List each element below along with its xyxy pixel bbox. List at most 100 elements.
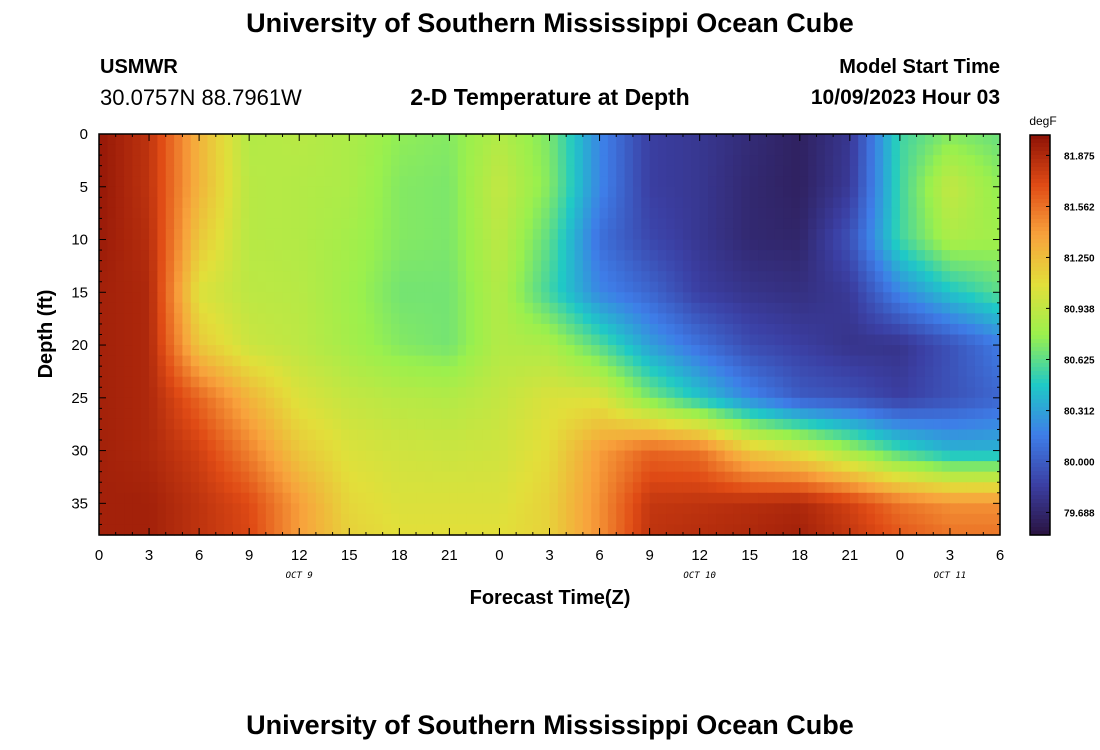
- heatmap-cell: [849, 334, 859, 346]
- heatmap-cell: [491, 376, 501, 388]
- heatmap-cell: [866, 408, 876, 420]
- heatmap-cell: [441, 397, 450, 409]
- heatmap-cell: [716, 302, 726, 314]
- heatmap-cell: [449, 197, 459, 209]
- heatmap-cell: [557, 461, 567, 473]
- heatmap-cell: [674, 450, 684, 462]
- heatmap-cell: [582, 302, 592, 314]
- heatmap-cell: [416, 418, 425, 431]
- colorbar-segment: [1030, 419, 1050, 424]
- heatmap-cell: [424, 228, 434, 241]
- heatmap-cell: [282, 429, 292, 441]
- heatmap-cell: [307, 250, 317, 262]
- heatmap-cell: [265, 440, 275, 452]
- heatmap-cell: [532, 345, 542, 357]
- heatmap-cell: [724, 397, 734, 409]
- heatmap-cell: [657, 418, 667, 431]
- heatmap-cell: [666, 292, 676, 304]
- heatmap-cell: [541, 429, 551, 441]
- heatmap-cell: [866, 176, 876, 188]
- heatmap-cell: [883, 271, 893, 283]
- heatmap-cell: [841, 482, 851, 494]
- heatmap-cell: [482, 144, 492, 156]
- heatmap-cell: [708, 355, 717, 367]
- heatmap-cell: [140, 471, 150, 483]
- heatmap-cell: [99, 323, 108, 336]
- heatmap-cell: [365, 313, 375, 325]
- heatmap-cell: [207, 144, 217, 156]
- heatmap-cell: [582, 461, 592, 473]
- heatmap-cell: [574, 418, 584, 431]
- heatmap-cell: [207, 482, 217, 494]
- heatmap-cell: [708, 440, 717, 452]
- heatmap-cell: [641, 197, 651, 209]
- heatmap-cell: [382, 292, 392, 304]
- heatmap-cell: [215, 471, 225, 483]
- heatmap-cell: [132, 418, 142, 431]
- heatmap-cell: [491, 397, 501, 409]
- heatmap-cell: [549, 134, 559, 146]
- heatmap-cell: [949, 228, 959, 241]
- heatmap-cell: [174, 218, 184, 230]
- heatmap-cell: [149, 524, 158, 536]
- heatmap-cell: [724, 197, 734, 209]
- heatmap-cell: [632, 302, 642, 314]
- heatmap-cell: [190, 513, 200, 526]
- heatmap-cell: [783, 355, 793, 367]
- heatmap-cell: [466, 207, 476, 220]
- heatmap-cell: [783, 440, 793, 452]
- heatmap-cell: [716, 207, 726, 220]
- heatmap-cell: [708, 418, 717, 431]
- heatmap-cell: [165, 281, 175, 293]
- heatmap-cell: [699, 271, 709, 283]
- heatmap-cell: [390, 260, 400, 272]
- heatmap-cell: [124, 250, 133, 262]
- heatmap-cell: [190, 408, 200, 420]
- heatmap-cell: [207, 292, 217, 304]
- heatmap-cell: [783, 250, 793, 262]
- heatmap-cell: [140, 345, 150, 357]
- heatmap-cell: [307, 471, 317, 483]
- heatmap-cell: [99, 155, 108, 167]
- heatmap-cell: [524, 366, 534, 378]
- heatmap-cell: [791, 260, 801, 272]
- heatmap-cell: [933, 250, 943, 262]
- heatmap-cell: [791, 397, 801, 409]
- heatmap-cell: [949, 492, 959, 504]
- heatmap-cell: [924, 250, 934, 262]
- heatmap-cell: [766, 144, 776, 156]
- heatmap-cell: [574, 503, 584, 515]
- heatmap-cell: [574, 218, 584, 230]
- heatmap-cell: [299, 260, 309, 272]
- heatmap-cell: [991, 197, 1001, 209]
- heatmap-cell: [599, 134, 609, 146]
- heatmap-cell: [215, 197, 225, 209]
- heatmap-cell: [165, 176, 175, 188]
- colorbar-segment: [1030, 359, 1050, 364]
- heatmap-cell: [607, 155, 617, 167]
- heatmap-cell: [290, 408, 300, 420]
- heatmap-cell: [733, 492, 742, 504]
- heatmap-cell: [232, 323, 242, 336]
- heatmap-cell: [616, 450, 626, 462]
- heatmap-cell: [432, 218, 442, 230]
- heatmap-cell: [449, 250, 459, 262]
- heatmap-cell: [491, 197, 501, 209]
- heatmap-cell: [516, 292, 526, 304]
- heatmap-cell: [290, 355, 300, 367]
- heatmap-cell: [282, 524, 292, 536]
- heatmap-cell: [632, 376, 642, 388]
- heatmap-cell: [791, 228, 801, 241]
- heatmap-cell: [474, 165, 484, 177]
- heatmap-cell: [257, 387, 267, 399]
- heatmap-cell: [340, 313, 350, 325]
- heatmap-cell: [140, 323, 150, 336]
- heatmap-cell: [365, 134, 375, 146]
- heatmap-cell: [666, 271, 676, 283]
- heatmap-cell: [441, 461, 450, 473]
- heatmap-cell: [107, 302, 117, 314]
- heatmap-cell: [933, 313, 943, 325]
- heatmap-cell: [257, 260, 267, 272]
- heatmap-cell: [758, 355, 768, 367]
- heatmap-cell: [733, 250, 742, 262]
